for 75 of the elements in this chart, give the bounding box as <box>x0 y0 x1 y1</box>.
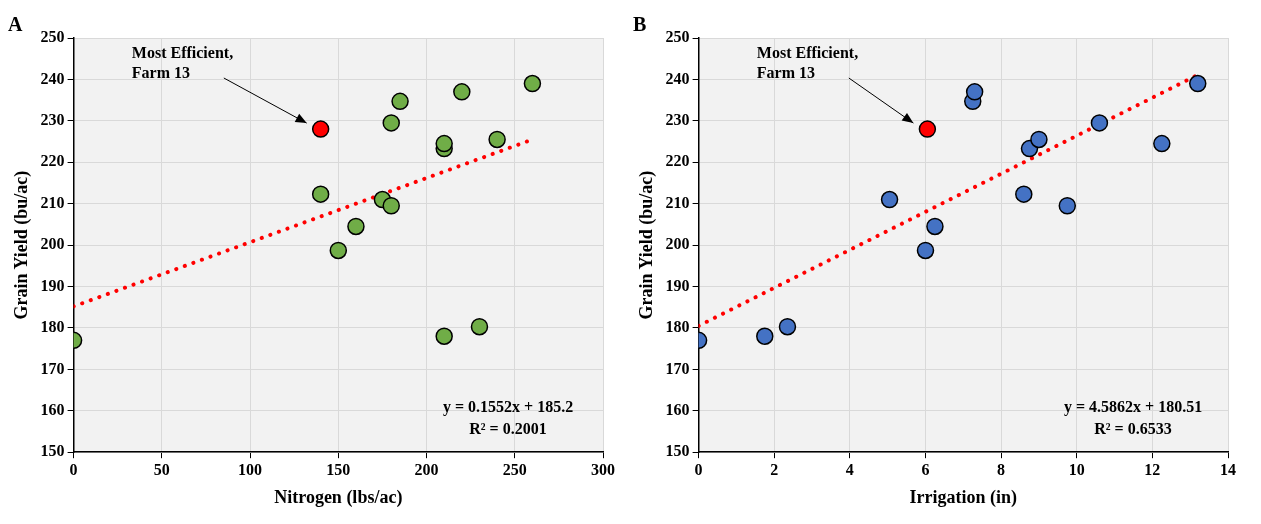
point <box>918 120 937 138</box>
x-axis-title: Irrigation (in) <box>909 486 1018 508</box>
x-tick-label: 12 <box>1144 460 1161 478</box>
point <box>756 327 774 345</box>
point <box>1015 185 1033 203</box>
y-tick-label: 180 <box>665 318 690 336</box>
point <box>523 74 542 93</box>
x-tick-label: 8 <box>997 460 1006 478</box>
point <box>435 134 453 153</box>
y-tick-label: 240 <box>665 69 690 87</box>
y-tick-label: 200 <box>665 235 690 253</box>
y-tick-label: 170 <box>40 359 65 377</box>
point <box>311 120 330 138</box>
x-tick-label: 200 <box>414 460 439 478</box>
y-tick-label: 160 <box>40 400 65 418</box>
y-axis-title: Grain Yield (bu/ac) <box>11 170 33 320</box>
x-tick-label: 10 <box>1068 460 1085 478</box>
y-tick-label: 200 <box>40 235 65 253</box>
point <box>391 92 409 111</box>
y-tick-label: 220 <box>40 152 65 170</box>
x-tick-label: 2 <box>770 460 779 478</box>
point <box>470 317 489 336</box>
y-tick-label: 250 <box>665 28 690 46</box>
point <box>965 83 984 101</box>
point <box>916 241 935 260</box>
y-tick-label: 190 <box>40 276 65 294</box>
y-tick-label: 250 <box>40 28 65 46</box>
point <box>435 327 453 345</box>
chart-title: A <box>8 13 23 36</box>
point <box>1189 74 1207 93</box>
y-tick-label: 230 <box>40 110 65 128</box>
x-tick-label: 250 <box>502 460 527 478</box>
annotation: y = 4.5862x + 180.51 <box>1063 398 1203 417</box>
x-axis-title: Nitrogen (lbs/ac) <box>274 486 403 508</box>
point <box>1153 134 1171 153</box>
annotation: y = 0.1552x + 185.2 <box>442 398 574 417</box>
x-tick-label: 14 <box>1220 460 1236 478</box>
x-tick-label: 4 <box>845 460 854 478</box>
point <box>382 197 400 215</box>
y-tick-label: 190 <box>665 276 690 294</box>
point <box>1090 114 1109 132</box>
point <box>382 114 400 132</box>
x-tick-label: 0 <box>69 460 78 478</box>
x-tick-label: 6 <box>921 460 930 478</box>
point <box>1030 130 1048 149</box>
chart-title: B <box>633 13 647 36</box>
y-tick-label: 150 <box>665 442 690 460</box>
y-tick-label: 150 <box>40 442 65 460</box>
y-tick-label: 160 <box>665 400 690 418</box>
point <box>926 217 944 236</box>
x-tick-label: 0 <box>694 460 703 478</box>
annotation: Most Efficient, Farm 13 <box>756 44 859 82</box>
y-tick-label: 230 <box>665 110 690 128</box>
y-tick-label: 210 <box>40 193 65 211</box>
point <box>329 241 348 260</box>
y-tick-label: 240 <box>40 69 65 87</box>
y-tick-label: 210 <box>665 193 690 211</box>
y-tick-label: 220 <box>665 152 690 170</box>
annotation: Most Efficient, Farm 13 <box>131 44 234 82</box>
point <box>778 317 797 336</box>
point <box>1058 197 1077 215</box>
point <box>488 130 506 149</box>
x-tick-label: 50 <box>153 460 170 478</box>
point <box>347 217 365 236</box>
point <box>311 185 330 203</box>
y-tick-label: 170 <box>665 359 690 377</box>
x-tick-label: 300 <box>591 460 615 478</box>
annotation: R² = 0.6533 <box>1094 420 1172 438</box>
y-axis-title: Grain Yield (bu/ac) <box>636 170 658 320</box>
y-tick-label: 180 <box>40 318 65 336</box>
x-tick-label: 100 <box>238 460 263 478</box>
point <box>453 83 471 101</box>
annotation: R² = 0.2001 <box>469 420 547 438</box>
point <box>880 190 899 209</box>
x-tick-label: 150 <box>326 460 351 478</box>
